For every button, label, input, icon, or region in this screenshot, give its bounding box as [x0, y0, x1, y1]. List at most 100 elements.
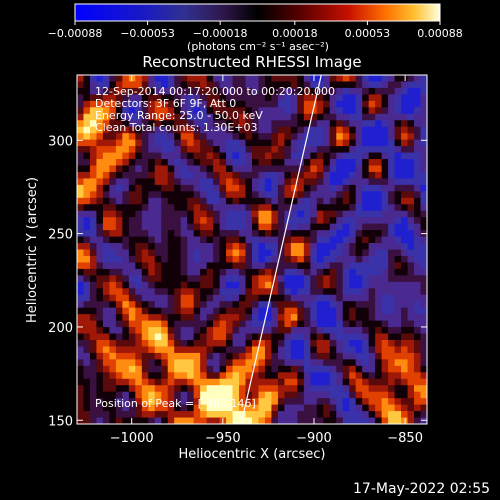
heatmap-cell — [323, 133, 331, 141]
heatmap-cell — [187, 107, 195, 115]
heatmap-cell — [401, 81, 408, 89]
heatmap-cell — [401, 249, 408, 257]
heatmap-cell — [148, 197, 156, 205]
heatmap-cell — [401, 197, 408, 205]
heatmap-cell — [128, 171, 136, 179]
heatmap-cell — [414, 301, 421, 309]
heatmap-cell — [290, 301, 298, 309]
heatmap-cell — [77, 391, 84, 399]
heatmap-cell — [102, 133, 110, 141]
heatmap-cell — [187, 243, 195, 250]
heatmap-cell — [83, 75, 91, 82]
heatmap-cell — [323, 139, 331, 147]
heatmap-cell — [401, 275, 408, 283]
heatmap-cell — [141, 391, 149, 399]
heatmap-cell — [329, 94, 337, 102]
heatmap-cell — [213, 255, 220, 263]
heatmap-cell — [264, 307, 272, 315]
heatmap-cell — [135, 94, 143, 102]
heatmap-cell — [239, 294, 246, 302]
heatmap-cell — [349, 320, 357, 328]
heatmap-cell — [252, 372, 259, 380]
heatmap-cell — [349, 100, 357, 108]
heatmap-cell — [232, 217, 240, 225]
heatmap-cell — [77, 210, 84, 218]
heatmap-cell — [122, 100, 130, 108]
heatmap-cell — [271, 197, 279, 205]
heatmap-cell — [388, 120, 395, 128]
heatmap-cell — [284, 249, 292, 257]
heatmap-cell — [167, 255, 175, 263]
heatmap-cell — [381, 333, 389, 341]
heatmap-cell — [122, 113, 130, 121]
heatmap-cell — [89, 139, 97, 147]
heatmap-cell — [303, 398, 311, 406]
heatmap-cell — [122, 230, 130, 237]
heatmap-cell — [128, 139, 136, 147]
heatmap-cell — [375, 385, 383, 393]
heatmap-cell — [277, 178, 285, 186]
heatmap-cell — [213, 204, 220, 212]
heatmap-cell — [239, 359, 246, 367]
heatmap-cell — [342, 204, 350, 212]
heatmap-cell — [271, 268, 279, 276]
heatmap-cell — [420, 197, 427, 205]
heatmap-cell — [200, 372, 208, 380]
heatmap-cell — [77, 94, 84, 102]
heatmap-cell — [375, 217, 383, 225]
heatmap-cell — [232, 236, 240, 244]
heatmap-cell — [336, 100, 344, 108]
heatmap-cell — [219, 333, 227, 341]
heatmap-cell — [167, 236, 175, 244]
heatmap-cell — [297, 133, 305, 141]
heatmap-cell — [232, 301, 240, 309]
heatmap-cell — [329, 268, 337, 276]
heatmap-cell — [89, 223, 97, 231]
heatmap-cell — [154, 120, 162, 128]
heatmap-cell — [381, 346, 389, 354]
heatmap-cell — [122, 184, 130, 192]
heatmap-cell — [407, 223, 415, 231]
heatmap-cell — [226, 81, 233, 89]
heatmap-cell — [135, 359, 143, 367]
heatmap-cell — [206, 262, 214, 270]
heatmap-cell — [167, 146, 175, 153]
heatmap-cell — [401, 352, 408, 360]
heatmap-cell — [180, 159, 188, 166]
heatmap-cell — [342, 411, 350, 418]
heatmap-cell — [355, 281, 363, 289]
heatmap-cell — [109, 204, 117, 212]
heatmap-cell — [252, 133, 259, 141]
heatmap-cell — [206, 184, 214, 192]
heatmap-cell — [77, 339, 84, 347]
heatmap-cell — [245, 217, 253, 225]
heatmap-cell — [362, 107, 370, 115]
heatmap-cell — [284, 236, 292, 244]
heatmap-cell — [316, 191, 324, 199]
heatmap-cell — [310, 94, 318, 102]
heatmap-cell — [355, 301, 363, 309]
heatmap-cell — [102, 243, 110, 250]
heatmap-cell — [401, 307, 408, 315]
heatmap-cell — [102, 294, 110, 302]
heatmap-cell — [368, 411, 376, 418]
heatmap-cell — [213, 126, 220, 134]
heatmap-cell — [414, 372, 421, 380]
heatmap-cell — [109, 255, 117, 263]
heatmap-cell — [401, 146, 408, 153]
heatmap-cell — [135, 346, 143, 354]
heatmap-cell — [83, 184, 91, 192]
heatmap-cell — [310, 359, 318, 367]
heatmap-cell — [375, 223, 383, 231]
heatmap-cell — [252, 75, 259, 82]
heatmap-cell — [368, 236, 376, 244]
heatmap-cell — [213, 378, 220, 386]
heatmap-cell — [122, 346, 130, 354]
heatmap-cell — [420, 217, 427, 225]
heatmap-cell — [200, 281, 208, 289]
heatmap-cell — [180, 320, 188, 328]
heatmap-cell — [349, 191, 357, 199]
heatmap-cell — [303, 159, 311, 166]
heatmap-cell — [316, 320, 324, 328]
heatmap-cell — [77, 333, 84, 341]
